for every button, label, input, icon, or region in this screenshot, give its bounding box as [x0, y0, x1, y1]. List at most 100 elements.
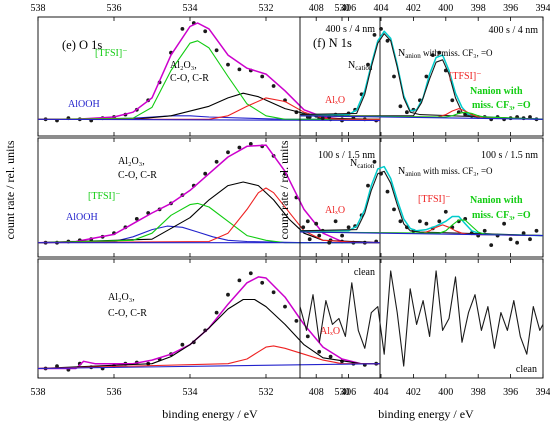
data-point: [437, 50, 442, 55]
data-point: [482, 228, 487, 233]
series-al2o3-line: [37, 181, 381, 244]
data-point: [392, 74, 396, 79]
data-point: [317, 233, 322, 238]
series-envelope-line: [38, 276, 380, 370]
data-point: [489, 243, 494, 248]
right-miss-label-2a: Nanion with: [470, 195, 523, 206]
data-point: [450, 98, 455, 103]
data-point: [385, 189, 390, 194]
left-alxo-label-3: AlₓO: [320, 326, 340, 337]
data-point: [528, 115, 532, 119]
data-point: [534, 228, 539, 233]
x-tick-label: 538: [31, 387, 46, 398]
series-background-line: [299, 115, 544, 120]
x-tick-label: 394: [536, 387, 550, 398]
x-tick-label: 534: [183, 387, 198, 398]
data-point: [372, 33, 377, 37]
data-point: [260, 74, 265, 79]
left-condition-2: 100 s / 1.5 nm: [318, 150, 375, 161]
data-point: [346, 225, 351, 230]
data-point: [366, 183, 370, 188]
series-alxo-line: [37, 345, 380, 370]
left-al2o3-label-2b: C-O, C-R: [118, 170, 157, 181]
left-alxo-label-2: AlₓO: [325, 205, 345, 216]
data-point: [55, 364, 59, 368]
x-tick-label-top: 538: [31, 3, 46, 14]
left-ylabel: count rate / rel. units: [3, 140, 17, 239]
data-point: [317, 349, 322, 354]
series-cation-line: [299, 170, 544, 237]
x-tick-label-top: 396: [503, 3, 518, 14]
data-point: [203, 29, 208, 34]
o1s-panel: count rate / rel. units binding energy /…: [3, 3, 381, 421]
data-point: [180, 342, 185, 347]
data-point: [307, 237, 312, 242]
data-point: [521, 231, 526, 236]
data-point: [214, 159, 219, 164]
left-plot-frame-2: [37, 137, 381, 258]
x-tick-label: 400: [438, 387, 453, 398]
data-point: [430, 53, 435, 57]
x-tick-label-top: 408: [309, 3, 324, 14]
series-miss-line: [299, 111, 544, 120]
right-cation-label-2: Ncation: [350, 158, 375, 170]
right-tfsi-label-2: [TFSI]⁻: [418, 194, 451, 205]
right-plot-3-curves: [299, 270, 544, 367]
series-tfsi-line: [37, 40, 380, 120]
data-point: [405, 110, 409, 115]
data-point: [248, 142, 253, 146]
data-point: [424, 74, 429, 79]
right-plot-1-curves: [299, 27, 544, 122]
left-al2o3-label-2a: Al₂O₃,: [118, 156, 145, 167]
left-condition-1: 400 s / 4 nm: [326, 24, 376, 35]
series-miss-line: [299, 219, 544, 237]
series-envelope-line: [300, 30, 544, 121]
data-point: [237, 67, 242, 72]
data-point: [180, 27, 185, 31]
x-tick-label-top: 394: [536, 3, 550, 14]
data-point: [305, 219, 310, 224]
right-anion-label-1: Nanion with miss. CF₃, =O: [398, 48, 493, 60]
right-xlabel: binding energy / eV: [378, 407, 474, 421]
data-point: [502, 221, 506, 226]
data-point: [214, 310, 219, 315]
right-plot-2-curves: [299, 159, 544, 248]
data-point: [398, 219, 403, 224]
data-point: [248, 271, 253, 276]
data-point: [443, 209, 448, 214]
data-point: [203, 171, 208, 176]
data-point: [340, 233, 344, 238]
right-ylabel: count rate / rel. units: [277, 140, 291, 239]
data-point: [305, 334, 310, 339]
data-point: [333, 219, 338, 224]
left-plot-frame-3: [37, 258, 381, 379]
x-tick-label-top: 400: [438, 3, 453, 14]
right-miss-label-1b: miss. CF₃, =O: [472, 100, 531, 111]
data-point: [528, 237, 532, 242]
series-background-line: [299, 231, 544, 237]
x-tick-label-top: 406: [341, 3, 356, 14]
data-point: [327, 240, 332, 245]
series-tfsi-line: [299, 224, 544, 237]
data-point: [379, 27, 383, 31]
data-point: [237, 145, 242, 150]
x-tick-label-top: 530: [335, 3, 350, 14]
data-point: [366, 62, 370, 67]
left-al2o3-label-1b: C-O, C-R: [170, 73, 209, 84]
data-point: [214, 48, 219, 53]
data-point: [301, 225, 306, 230]
data-point: [392, 207, 396, 212]
data-point: [260, 280, 265, 285]
right-condition-1: 400 s / 4 nm: [489, 25, 539, 36]
right-miss-label-2b: miss. CF₃, =O: [472, 210, 531, 221]
left-tfsi-label-2: [TFSI]⁻: [88, 191, 121, 202]
data-point: [320, 116, 325, 121]
data-point: [134, 217, 139, 221]
data-point: [237, 278, 242, 283]
data-point: [283, 304, 287, 309]
x-tick-label-top: 402: [406, 3, 421, 14]
data-point: [271, 84, 276, 88]
n1s-panel: count rate / rel. units binding energy /…: [277, 3, 550, 421]
series-tfsi-line: [299, 108, 544, 120]
